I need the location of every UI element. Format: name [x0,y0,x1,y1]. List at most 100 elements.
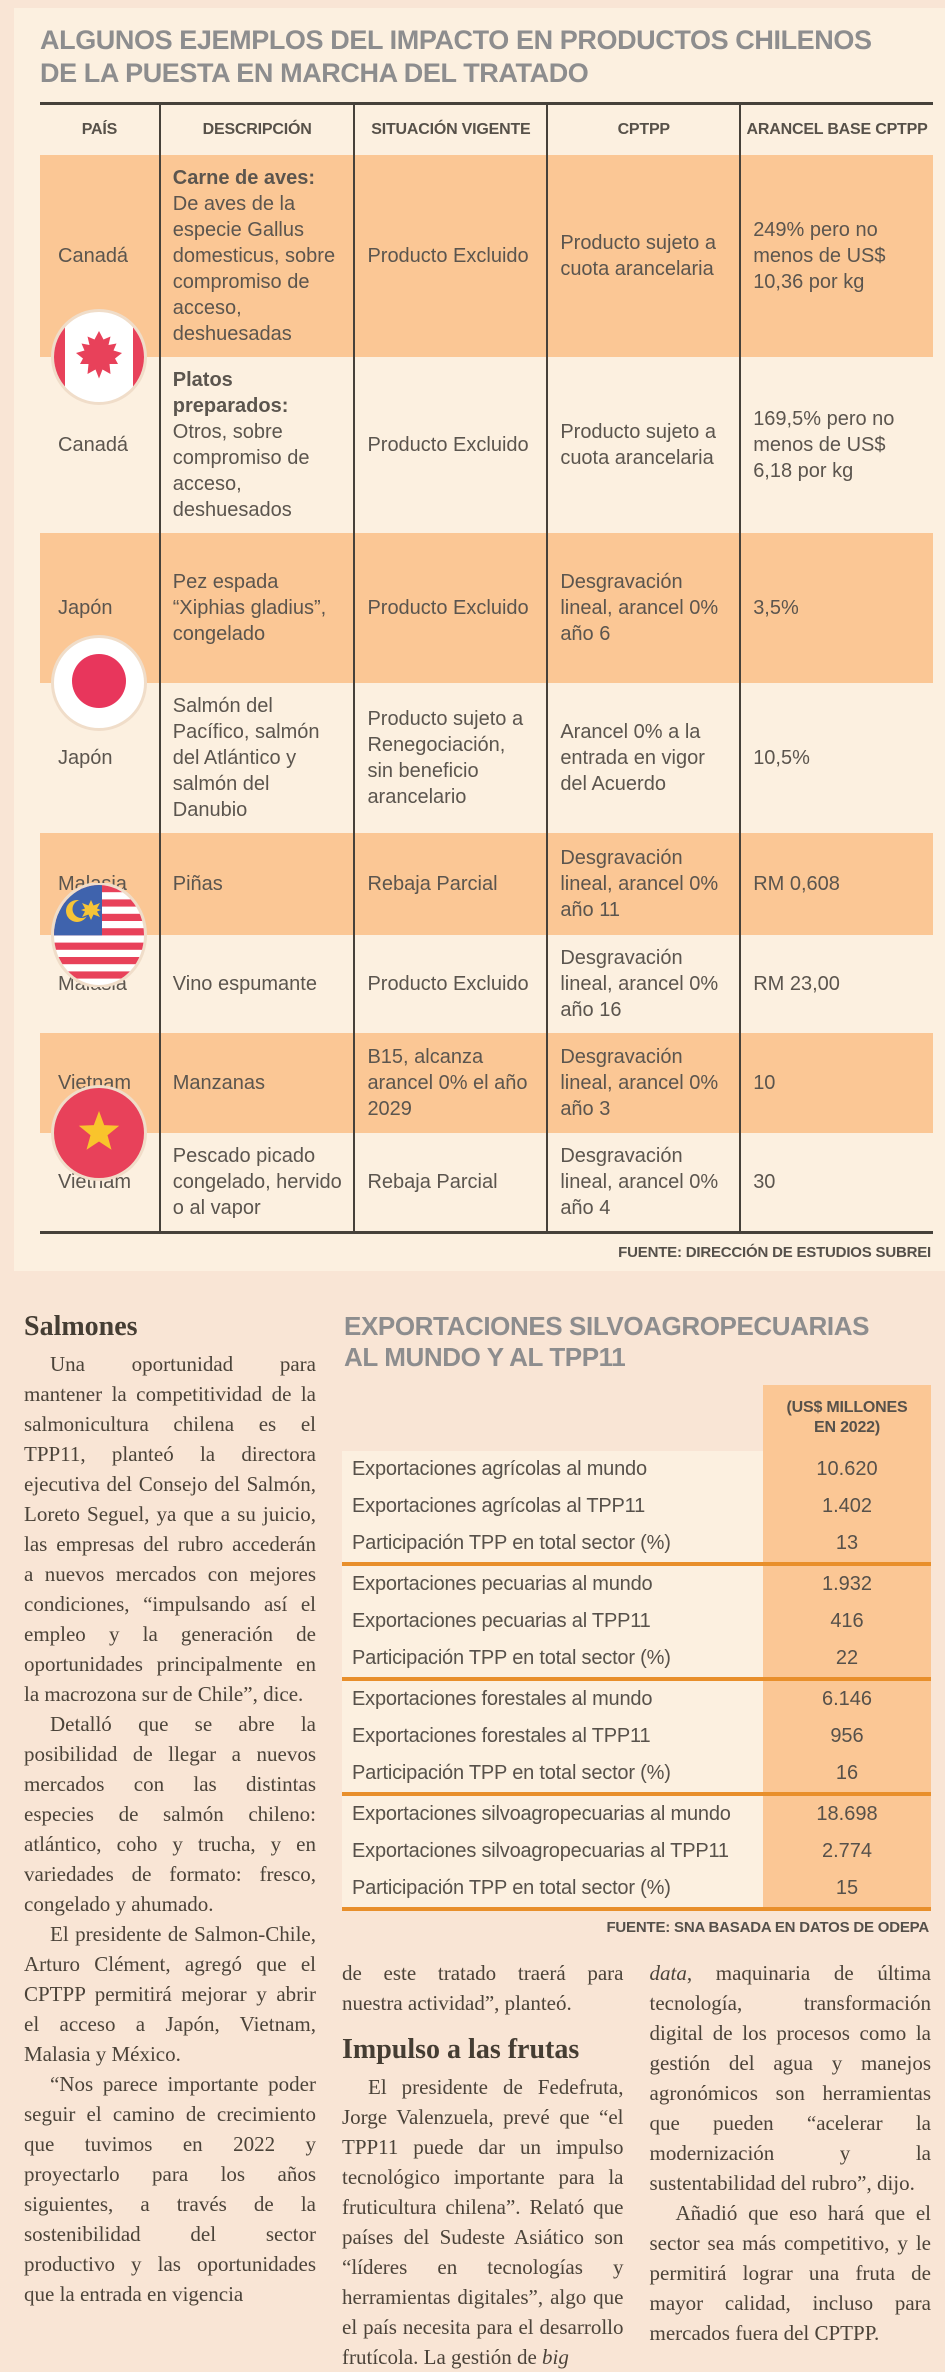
article-paragraph: Una oportunidad para mantener la competi… [24,1352,316,1706]
table2-header-spacer [342,1385,763,1451]
cell-pais: Japón [40,533,159,683]
table-row: Participación TPP en total sector (%) 13 [342,1525,931,1562]
cell-descripcion: Pescado picado congelado, hervido o al v… [158,1133,354,1231]
desc-text: Pescado picado congelado, hervido o al v… [172,1145,342,1219]
table1-title: ALGUNOS EJEMPLOS DEL IMPACTO EN PRODUCTO… [40,24,933,90]
row-value: 2.774 [763,1833,931,1870]
row-value: 1.932 [763,1566,931,1603]
situacion-text: Producto Excluido [367,434,529,456]
cell-descripcion: Salmón del Pacífico, salmón del Atlántic… [158,683,354,833]
desc-text: Otros, sobre compromiso de acceso, deshu… [172,421,310,521]
article-column-left: Salmones Una oportunidad para mantener l… [24,1311,316,2372]
row-label: Participación TPP en total sector (%) [352,1532,671,1554]
row-value: 1.402 [763,1488,931,1525]
cell-arancel: 3,5% [739,533,933,683]
arancel-text: 169,5% pero no menos de US$ 6,18 por kg [753,408,895,482]
table-row: Exportaciones agrícolas al TPP11 1.402 [342,1488,931,1525]
row-value: 956 [763,1718,931,1755]
table1-title-line1: ALGUNOS EJEMPLOS DEL IMPACTO EN PRODUCTO… [40,25,872,55]
row-label: Exportaciones forestales al TPP11 [352,1725,651,1747]
country-name: Japón [58,597,113,619]
arancel-text: RM 0,608 [753,873,840,895]
cell-descripcion: Piñas [158,833,354,935]
cptpp-text: Desgravación lineal, arancel 0% año 3 [560,1046,719,1120]
lower-section: Salmones Una oportunidad para mantener l… [0,1271,945,2372]
arancel-text: 3,5% [753,597,799,619]
table-row: Canadá Carne de aves: De aves de la espec… [40,155,933,357]
country-name: Malasia [58,973,127,995]
row-value: 22 [763,1640,931,1677]
table-row: Participación TPP en total sector (%) 22 [342,1640,931,1677]
column-header-pais: PAÍS [81,121,118,138]
cptpp-text: Arancel 0% a la entrada en vigor del Acu… [560,721,705,795]
cell-situacion: Producto Excluido [353,357,546,533]
country-name: Canadá [58,245,129,267]
cptpp-text: Producto sujeto a cuota arancelaria [560,232,716,280]
table2-header-row: (US$ MILLONES EN 2022) [342,1385,931,1451]
table-row: Malasia Piñas Rebaja Parcial Desgravació… [40,833,933,935]
cell-pais: Canadá [40,155,159,357]
column-header-situacion: SITUACIÓN VIGENTE [353,105,546,155]
arancel-text: 30 [753,1171,776,1193]
paragraph-text: El presidente de Fedefruta, Jorge Valenz… [342,2075,624,2369]
table2-title-line2: AL MUNDO Y AL TPP11 [344,1342,626,1372]
cell-descripcion: Carne de aves: De aves de la especie Gall… [158,155,354,357]
table2-value-header: (US$ MILLONES EN 2022) [763,1385,931,1451]
cell-situacion: Rebaja Parcial [353,1133,546,1231]
article-paragraph: El presidente de Salmon-Chile, Arturo Cl… [24,1922,316,2066]
situacion-text: Producto Excluido [367,973,529,995]
situacion-text: Rebaja Parcial [367,873,498,895]
cell-pais: Japón [40,635,159,833]
row-label: Exportaciones pecuarias al mundo [352,1573,653,1595]
group-separator [342,1792,931,1796]
table-row: Exportaciones pecuarias al TPP11 416 [342,1603,931,1640]
row-value: 10.620 [763,1451,931,1488]
cell-cptpp: Producto sujeto a cuota arancelaria [546,357,739,533]
row-value: 13 [763,1525,931,1562]
column-header-arancel: ARANCEL BASE CPTPP [739,105,933,155]
table-row: Malasia Vino espumante Producto Excluido… [40,883,933,1033]
row-label: Exportaciones forestales al mundo [352,1688,653,1710]
cell-pais: Malasia [40,833,159,935]
row-label: Exportaciones silvoagropecuarias al mund… [352,1803,731,1825]
cell-descripcion: Manzanas [158,1033,354,1133]
cell-cptpp: Desgravación lineal, arancel 0% año 16 [546,935,739,1033]
group-separator [342,1562,931,1566]
table-row: Vietnam Manzanas B15, alcanza arancel 0%… [40,1033,933,1133]
country-name: Malasia [58,873,127,895]
exports-table: (US$ MILLONES EN 2022) Exportaciones agr… [342,1385,931,1911]
row-value: 18.698 [763,1796,931,1833]
desc-text: Piñas [172,873,223,895]
table-row: Exportaciones forestales al TPP11 956 [342,1718,931,1755]
impact-table-panel: ALGUNOS EJEMPLOS DEL IMPACTO EN PRODUCTO… [14,8,945,1271]
situacion-text: Producto Excluido [367,245,529,267]
country-name: Vietnam [58,1171,132,1193]
table2-source: FUENTE: SNA BASADA EN DATOS DE ODEPA [606,1919,929,1936]
row-label: Participación TPP en total sector (%) [352,1877,671,1899]
country-name: Japón [58,747,113,769]
situacion-text: Producto Excluido [367,597,529,619]
desc-text: Salmón del Pacífico, salmón del Atlántic… [172,695,320,821]
impact-table: PAÍS DESCRIPCIÓN SITUACIÓN VIGENTE CPTPP… [40,102,933,1234]
row-label: Exportaciones agrícolas al mundo [352,1458,647,1480]
group-separator [342,1677,931,1681]
row-label: Exportaciones pecuarias al TPP11 [352,1610,651,1632]
cell-situacion: B15, alcanza arancel 0% el año 2029 [353,1033,546,1133]
column-header-cptpp: CPTPP [546,105,739,155]
table-row: Participación TPP en total sector (%) 15 [342,1870,931,1907]
arancel-text: 10 [753,1072,776,1094]
cptpp-text: Desgravación lineal, arancel 0% año 11 [560,847,719,921]
cptpp-text: Producto sujeto a cuota arancelaria [560,421,716,469]
row-value: 416 [763,1603,931,1640]
cell-cptpp: Producto sujeto a cuota arancelaria [546,155,739,357]
cell-arancel: 169,5% pero no menos de US$ 6,18 por kg [739,357,933,533]
arancel-text: RM 23,00 [753,973,840,995]
desc-text: Manzanas [172,1072,266,1094]
article-paragraph: El presidente de Fedefruta, Jorge Valenz… [342,2072,624,2372]
column-header-descripcion: DESCRIPCIÓN [158,105,354,155]
cell-situacion: Producto Excluido [353,533,546,683]
cell-pais: Malasia [40,883,159,1033]
cell-cptpp: Desgravación lineal, arancel 0% año 3 [546,1033,739,1133]
lower-right-area: EXPORTACIONES SILVOAGROPECUARIAS AL MUNDO… [342,1311,931,2372]
row-value: 16 [763,1755,931,1792]
